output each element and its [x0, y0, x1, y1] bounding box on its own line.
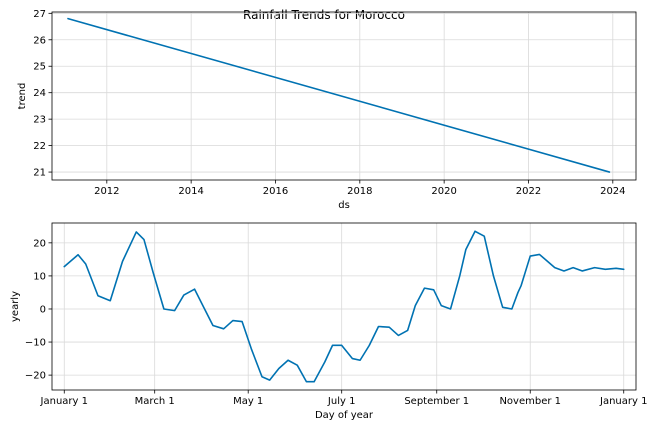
- trend-series-line: [67, 17, 611, 173]
- trend-y-tick-label: 21: [33, 168, 46, 179]
- trend-y-tick-label: 26: [33, 35, 46, 46]
- trend-x-tick-label: 2018: [347, 186, 372, 197]
- yearly-y-tick-label: 10: [33, 271, 46, 282]
- trend-axes-frame: [51, 11, 637, 181]
- trend-y-tick-label: 23: [33, 115, 46, 126]
- yearly-x-tick-label: March 1: [135, 396, 175, 407]
- yearly-x-tick-label: November 1: [499, 396, 561, 407]
- trend-y-tick-label: 22: [33, 141, 46, 152]
- trend-x-tick-label: 2020: [431, 186, 456, 197]
- trend-x-axis-label: ds: [338, 200, 350, 211]
- yearly-y-tick-label: −20: [25, 371, 46, 382]
- trend-x-tick-label: 2016: [263, 186, 288, 197]
- yearly-panel: January 1 March 1 May 1 July 1 September 1 No…: [10, 222, 647, 421]
- yearly-x-axis-label: Day of year: [315, 410, 374, 421]
- yearly-y-tick-label: 20: [33, 238, 46, 249]
- yearly-x-tick-label: September 1: [404, 396, 469, 407]
- trend-x-tick-label: 2024: [600, 186, 625, 197]
- trend-y-tick-label: 25: [33, 62, 46, 73]
- yearly-y-tick-label: 0: [40, 304, 46, 315]
- trend-x-tick-label: 2014: [178, 186, 203, 197]
- trend-x-tick-label: 2012: [94, 186, 119, 197]
- yearly-series-line: [63, 230, 625, 383]
- yearly-y-tick-label: −10: [25, 338, 46, 349]
- yearly-x-tick-label: January 1: [40, 396, 88, 407]
- trend-panel: 2012 2014 2016 2018 2020 2022 2024 21 22 23 24 25 26…: [17, 9, 637, 211]
- yearly-x-tick-label: July 1: [327, 396, 356, 407]
- trend-y-axis-label: trend: [17, 83, 28, 110]
- trend-x-tick-label: 2022: [516, 186, 541, 197]
- trend-y-tick-label: 27: [33, 9, 46, 20]
- trend-y-tick-label: 24: [33, 88, 46, 99]
- yearly-x-tick-label: May 1: [233, 396, 263, 407]
- yearly-y-axis-label: yearly: [10, 291, 21, 322]
- yearly-axes-frame: [51, 222, 637, 391]
- figure-title: Rainfall Trends for Morocco: [243, 8, 405, 22]
- yearly-x-tick-label: January 1: [599, 396, 647, 407]
